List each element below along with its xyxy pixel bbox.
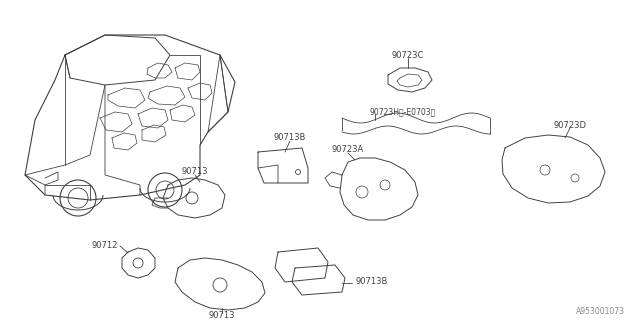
Polygon shape xyxy=(112,133,137,150)
Text: 90712: 90712 xyxy=(92,241,118,250)
Polygon shape xyxy=(147,63,172,78)
Text: 90723H〈-E0703〉: 90723H〈-E0703〉 xyxy=(370,108,436,116)
Polygon shape xyxy=(138,108,168,128)
Text: 90713: 90713 xyxy=(209,310,236,319)
Text: 90723C: 90723C xyxy=(392,51,424,60)
Polygon shape xyxy=(100,112,132,132)
Text: 90713B: 90713B xyxy=(274,133,306,142)
Polygon shape xyxy=(148,86,185,105)
Text: 90723A: 90723A xyxy=(332,146,364,155)
Polygon shape xyxy=(188,83,212,100)
Text: 90723D: 90723D xyxy=(554,121,586,130)
Polygon shape xyxy=(108,88,145,108)
Polygon shape xyxy=(170,105,195,122)
Text: A953001073: A953001073 xyxy=(576,308,625,316)
Text: 90713B: 90713B xyxy=(355,277,387,286)
Polygon shape xyxy=(142,125,166,142)
Polygon shape xyxy=(175,63,200,80)
Text: 90713: 90713 xyxy=(182,167,208,177)
